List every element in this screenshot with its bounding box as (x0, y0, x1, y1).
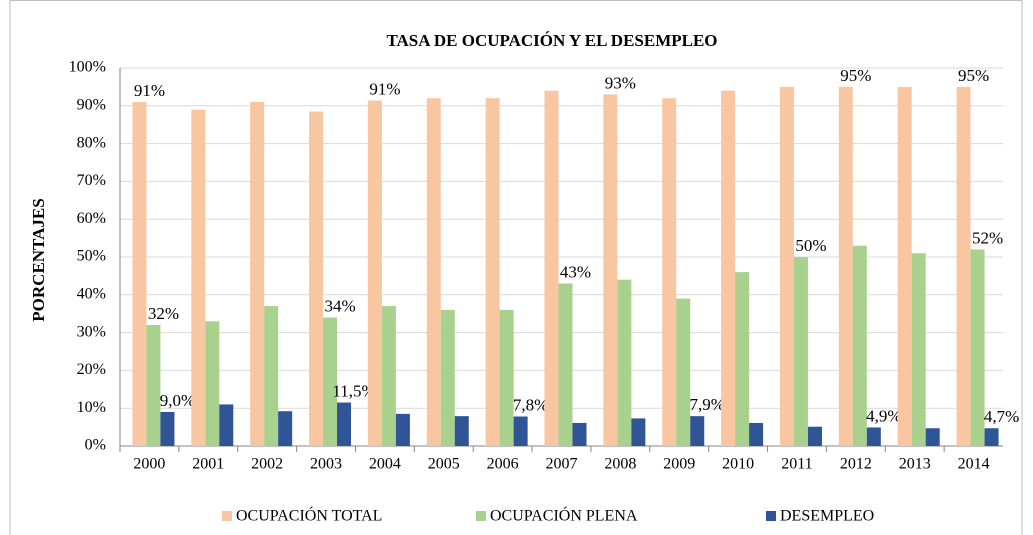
y-axis-title: PORCENTAJES (29, 198, 48, 321)
data-label: 7,8% (513, 395, 548, 414)
x-tick-label: 2009 (663, 456, 695, 473)
y-tick-label: 80% (77, 134, 106, 151)
chart-border (9, 0, 1023, 535)
data-label: 52% (972, 228, 1003, 247)
bar (191, 109, 206, 446)
bar (485, 98, 500, 447)
bar (454, 416, 469, 446)
bar (395, 413, 410, 446)
x-tick-label: 2005 (428, 456, 460, 473)
x-tick-label: 2010 (722, 456, 754, 473)
bar (558, 283, 573, 446)
bar (897, 86, 912, 447)
bar (440, 309, 455, 446)
data-label: 43% (560, 262, 591, 281)
bar (735, 272, 750, 446)
bar (499, 309, 514, 446)
bar (426, 98, 441, 447)
y-tick-label: 20% (77, 361, 106, 378)
y-tick-label: 30% (77, 323, 106, 340)
x-tick-label: 2002 (251, 456, 283, 473)
bar (250, 102, 265, 447)
bar (337, 402, 352, 446)
data-label: 91% (369, 79, 400, 98)
legend-label: OCUPACIÓN PLENA (490, 506, 638, 525)
bar (603, 94, 618, 447)
x-tick-label: 2012 (840, 456, 872, 473)
bar (617, 279, 632, 446)
bar (132, 102, 147, 447)
bar (205, 321, 220, 446)
x-tick-label: 2001 (192, 456, 224, 473)
legend-swatch (476, 511, 486, 521)
bar (970, 249, 985, 446)
data-label: 34% (324, 296, 355, 315)
data-label: 95% (958, 66, 989, 85)
bar (852, 245, 867, 446)
data-label: 91% (134, 81, 165, 100)
x-tick-label: 2000 (133, 456, 165, 473)
bar (866, 427, 881, 446)
bar (278, 411, 293, 446)
bar (219, 404, 234, 446)
bar (984, 428, 999, 446)
x-tick-label: 2013 (899, 456, 931, 473)
bar (544, 90, 559, 447)
bar (572, 422, 587, 446)
bar (367, 100, 382, 447)
x-tick-label: 2011 (781, 456, 812, 473)
bar (323, 317, 338, 446)
data-label: 7,9% (690, 395, 725, 414)
data-label: 32% (148, 304, 179, 323)
bar (956, 86, 971, 447)
x-tick-label: 2006 (487, 456, 519, 473)
y-tick-label: 60% (77, 210, 106, 227)
bar (160, 411, 175, 446)
chart-title: TASA DE OCUPACIÓN Y EL DESEMPLEO (386, 31, 717, 50)
bar (925, 428, 940, 446)
x-tick-label: 2007 (546, 456, 578, 473)
legend-swatch (766, 511, 776, 521)
bar (793, 257, 808, 446)
bar (513, 416, 528, 446)
y-tick-label: 40% (77, 285, 106, 302)
y-tick-label: 100% (69, 59, 106, 76)
data-label: 95% (840, 66, 871, 85)
data-label: 9,0% (160, 391, 195, 410)
data-label: 50% (795, 236, 826, 255)
legend-swatch (222, 511, 232, 521)
bar (676, 298, 691, 446)
bar (911, 253, 926, 446)
legend-label: DESEMPLEO (780, 508, 874, 525)
bar (721, 90, 736, 447)
bar (838, 86, 853, 447)
y-tick-label: 0% (85, 437, 106, 454)
legend-label: OCUPACIÓN TOTAL (236, 506, 382, 525)
bar (309, 111, 324, 446)
data-label: 93% (605, 73, 636, 92)
data-label: 4,7% (984, 407, 1019, 426)
bar (690, 416, 705, 446)
y-tick-label: 10% (77, 399, 106, 416)
bar (807, 426, 822, 446)
bar (146, 325, 161, 446)
bar (264, 306, 279, 446)
x-tick-label: 2003 (310, 456, 342, 473)
x-tick-label: 2004 (369, 456, 401, 473)
x-tick-label: 2014 (958, 456, 990, 473)
bar (381, 306, 396, 446)
bar (749, 422, 764, 446)
y-tick-label: 90% (77, 96, 106, 113)
bar (631, 418, 646, 446)
data-label: 11,5% (332, 381, 375, 400)
bar (779, 86, 794, 447)
bar (662, 98, 677, 447)
y-tick-label: 70% (77, 172, 106, 189)
y-tick-label: 50% (77, 248, 106, 265)
x-tick-label: 2008 (604, 456, 636, 473)
data-label: 4,9% (866, 406, 901, 425)
